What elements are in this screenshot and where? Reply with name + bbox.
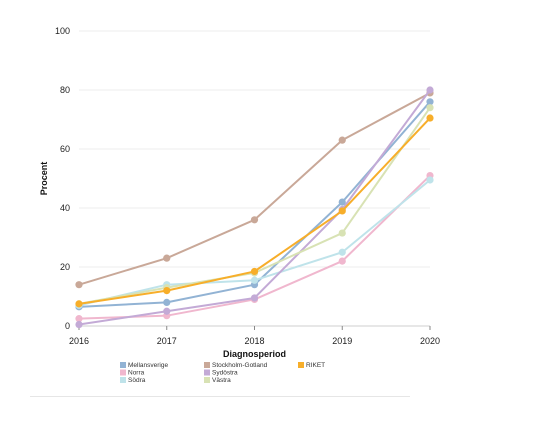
data-point bbox=[250, 294, 259, 302]
axes: 0 20 40 60 80 100 2016 2017 2018 2019 2020 bbox=[55, 26, 440, 346]
data-point bbox=[250, 276, 259, 284]
legend-item: Sydöstra bbox=[204, 369, 238, 377]
data-point bbox=[75, 281, 83, 289]
legend-swatch bbox=[204, 377, 210, 383]
x-tick-label: 2017 bbox=[157, 336, 177, 346]
legend-swatch bbox=[204, 369, 210, 376]
legend-label: Mellansverige bbox=[128, 362, 168, 369]
data-point bbox=[338, 136, 346, 144]
legend-item: Västra bbox=[204, 377, 231, 384]
y-tick-label: 40 bbox=[60, 203, 70, 213]
data-point bbox=[250, 216, 259, 224]
legend-swatch bbox=[120, 362, 126, 368]
data-point bbox=[163, 307, 171, 315]
data-point bbox=[163, 298, 171, 306]
legend-swatch bbox=[204, 362, 210, 368]
data-point bbox=[163, 254, 171, 262]
data-point bbox=[250, 267, 259, 276]
x-tick-label: 2020 bbox=[420, 336, 440, 346]
x-axis-title: Diagnosperiod bbox=[223, 349, 286, 359]
legend-label: Sydöstra bbox=[212, 370, 238, 377]
data-point bbox=[338, 257, 346, 265]
legend-swatch bbox=[120, 377, 126, 383]
series-syd-stra bbox=[75, 86, 434, 329]
y-tick-label: 0 bbox=[65, 321, 70, 331]
legend-label: Södra bbox=[128, 377, 146, 384]
series-lines bbox=[75, 86, 434, 329]
legend-swatch bbox=[120, 369, 126, 376]
y-tick-label: 20 bbox=[60, 262, 70, 272]
legend-item: Mellansverige bbox=[120, 362, 168, 369]
legend-item: Norra bbox=[120, 369, 145, 377]
bottom-divider bbox=[30, 396, 410, 397]
data-point bbox=[338, 229, 346, 237]
data-point bbox=[426, 104, 434, 112]
data-point bbox=[426, 176, 434, 184]
series-line bbox=[78, 92, 431, 286]
series-line bbox=[78, 89, 431, 326]
legend-label: RIKET bbox=[306, 362, 325, 369]
y-tick-label: 100 bbox=[55, 26, 70, 36]
series-riket bbox=[75, 114, 434, 308]
data-point bbox=[75, 300, 83, 308]
data-point bbox=[426, 98, 434, 106]
data-point bbox=[338, 207, 346, 215]
legend-label: Norra bbox=[128, 370, 145, 377]
legend-swatch bbox=[298, 362, 304, 368]
legend-item: Stockholm-Gotland bbox=[204, 362, 268, 369]
x-tick-label: 2016 bbox=[69, 336, 89, 346]
legend-item: RIKET bbox=[298, 362, 325, 369]
data-point bbox=[338, 248, 346, 256]
data-point bbox=[75, 315, 83, 323]
y-tick-label: 60 bbox=[60, 144, 70, 154]
data-point bbox=[163, 287, 171, 295]
x-tick-label: 2019 bbox=[332, 336, 352, 346]
legend-label: Västra bbox=[212, 377, 231, 384]
data-point bbox=[426, 86, 434, 94]
x-tick-label: 2018 bbox=[244, 336, 264, 346]
data-point bbox=[338, 198, 346, 206]
data-point bbox=[426, 114, 434, 122]
series-stockholm-gotland bbox=[75, 89, 434, 289]
legend-item: Södra bbox=[120, 377, 146, 384]
y-axis-title: Procent bbox=[39, 162, 49, 196]
data-point bbox=[75, 320, 83, 329]
y-tick-label: 80 bbox=[60, 85, 70, 95]
series-s-dra bbox=[75, 176, 434, 309]
legend-label: Stockholm-Gotland bbox=[212, 362, 268, 369]
